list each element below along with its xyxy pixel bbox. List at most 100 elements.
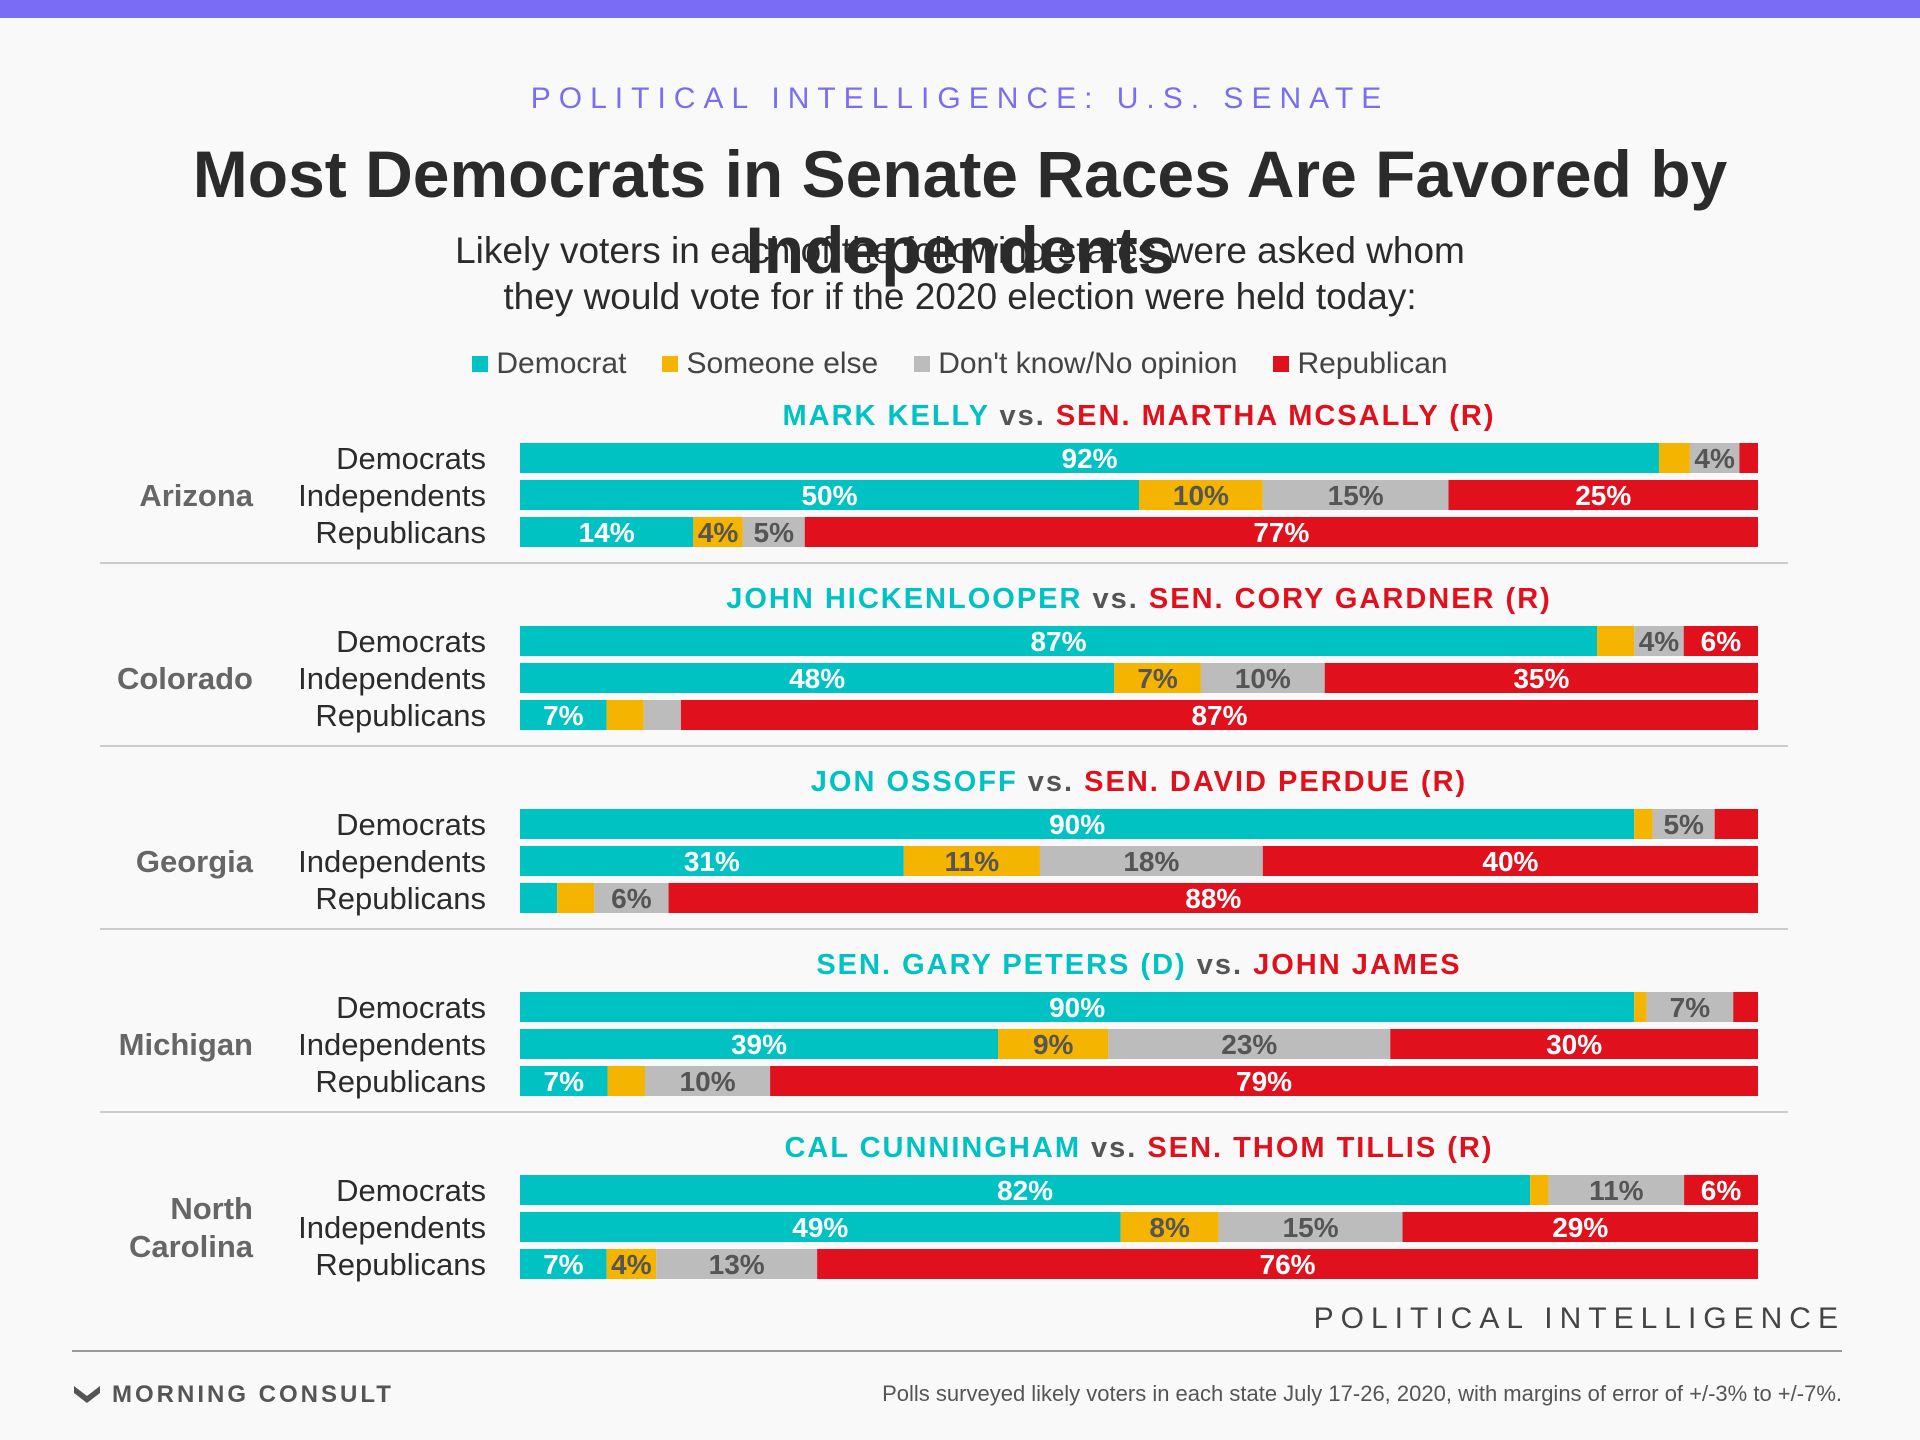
data-label-north-carolina-independents-3: 29% [1552, 1212, 1608, 1243]
bar-segment-arizona-republicans-2 [742, 517, 805, 547]
bar-segment-north-carolina-independents-2 [1218, 1212, 1403, 1242]
group-label-independents: Independents [298, 844, 486, 879]
bar-segment-north-carolina-republicans-0 [520, 1249, 607, 1279]
legend: Democrat Someone else Don't know/No opin… [0, 344, 1920, 384]
data-label-georgia-independents-3: 40% [1482, 846, 1538, 877]
bar-segment-michigan-independents-1 [998, 1029, 1109, 1059]
group-label-democrats: Democrats [336, 807, 486, 842]
bar-segment-georgia-republicans-0 [520, 883, 558, 913]
data-label-arizona-democrats-0: 92% [1061, 443, 1117, 474]
bar-segment-colorado-democrats-0 [520, 626, 1598, 656]
bar-segment-arizona-democrats-0 [520, 443, 1659, 473]
data-label-georgia-democrats-0: 90% [1049, 809, 1105, 840]
state-label-georgia: Georgia [136, 844, 254, 879]
bar-segment-georgia-republicans-2 [594, 883, 669, 913]
legend-item-republican: Republican [1273, 344, 1448, 384]
versus-label: vs. [1018, 766, 1084, 798]
data-label-colorado-democrats-3: 6% [1701, 626, 1742, 657]
group-label-democrats: Democrats [336, 990, 486, 1025]
matchup-header-michigan: SEN. GARY PETERS (D) vs. JOHN JAMES [816, 949, 1461, 981]
morning-consult-chevron-icon [74, 1386, 100, 1403]
footer-divider [72, 1350, 1842, 1352]
data-label-michigan-democrats-0: 90% [1049, 992, 1105, 1023]
legend-label-someone-else: Someone else [686, 347, 879, 380]
legend-swatch-dont-know [914, 356, 931, 372]
bar-segment-michigan-democrats-3 [1733, 992, 1758, 1022]
democrat-candidate: JON OSSOFF [811, 766, 1018, 798]
data-label-arizona-republicans-1: 4% [698, 517, 739, 548]
data-label-michigan-democrats-2: 7% [1670, 992, 1711, 1023]
data-label-colorado-independents-3: 35% [1513, 663, 1569, 694]
bar-segment-arizona-republicans-0 [520, 517, 694, 547]
bar-segment-michigan-democrats-1 [1634, 992, 1647, 1022]
bar-segment-arizona-democrats-2 [1689, 443, 1740, 473]
data-label-michigan-independents-2: 23% [1221, 1029, 1277, 1060]
group-label-republicans: Republicans [315, 515, 486, 550]
bar-segment-colorado-republicans-1 [606, 700, 644, 730]
data-label-arizona-independents-1: 10% [1173, 480, 1229, 511]
state-label-colorado: Colorado [117, 661, 253, 696]
bar-segment-north-carolina-republicans-1 [606, 1249, 657, 1279]
bar-segment-michigan-independents-2 [1108, 1029, 1391, 1059]
bar-segment-arizona-independents-2 [1262, 480, 1449, 510]
bar-segment-north-carolina-democrats-0 [520, 1175, 1531, 1205]
bar-segment-michigan-republicans-3 [770, 1066, 1758, 1096]
bar-segment-georgia-democrats-0 [520, 809, 1635, 839]
bar-segment-north-carolina-independents-1 [1120, 1212, 1219, 1242]
group-label-republicans: Republicans [315, 881, 486, 916]
state-label-north-carolina: Carolina [129, 1229, 254, 1264]
bar-segment-arizona-democrats-3 [1739, 443, 1758, 473]
group-label-democrats: Democrats [336, 441, 486, 476]
matchup-header-north-carolina: CAL CUNNINGHAM vs. SEN. THOM TILLIS (R) [784, 1132, 1493, 1164]
data-label-north-carolina-republicans-3: 76% [1260, 1249, 1316, 1280]
data-label-michigan-republicans-3: 79% [1236, 1066, 1292, 1097]
data-label-north-carolina-independents-2: 15% [1283, 1212, 1339, 1243]
group-label-independents: Independents [298, 661, 486, 696]
data-label-north-carolina-republicans-0: 7% [543, 1249, 584, 1280]
bar-segment-georgia-democrats-1 [1634, 809, 1653, 839]
data-label-colorado-independents-2: 10% [1235, 663, 1291, 694]
versus-label: vs. [989, 400, 1055, 432]
state-label-michigan: Michigan [119, 1027, 253, 1062]
bar-segment-georgia-democrats-2 [1652, 809, 1715, 839]
data-label-north-carolina-independents-0: 49% [792, 1212, 848, 1243]
group-label-democrats: Democrats [336, 1173, 486, 1208]
data-label-michigan-independents-3: 30% [1546, 1029, 1602, 1060]
bar-segment-georgia-republicans-1 [557, 883, 595, 913]
group-label-independents: Independents [298, 1210, 486, 1245]
data-label-arizona-republicans-3: 77% [1253, 517, 1309, 548]
bar-segment-michigan-democrats-2 [1646, 992, 1734, 1022]
bar-segment-georgia-independents-0 [520, 846, 904, 876]
bar-segment-arizona-republicans-3 [804, 517, 1758, 547]
bar-segment-colorado-republicans-2 [643, 700, 681, 730]
bar-segment-north-carolina-republicans-2 [656, 1249, 818, 1279]
bar-segment-georgia-independents-2 [1039, 846, 1263, 876]
footer-brand: POLITICAL INTELLIGENCE [1313, 1302, 1845, 1335]
republican-candidate: SEN. CORY GARDNER (R) [1149, 583, 1552, 615]
bar-segment-colorado-democrats-1 [1597, 626, 1635, 656]
bar-segment-michigan-republicans-2 [645, 1066, 771, 1096]
bar-segment-north-carolina-independents-0 [520, 1212, 1121, 1242]
democrat-candidate: SEN. GARY PETERS (D) [816, 949, 1186, 981]
bar-segment-michigan-democrats-0 [520, 992, 1635, 1022]
versus-label: vs. [1082, 583, 1148, 615]
data-label-north-carolina-democrats-2: 11% [1589, 1175, 1644, 1206]
data-label-colorado-republicans-0: 7% [543, 700, 584, 731]
morning-consult-logo[interactable]: MORNING CONSULT [72, 1378, 394, 1412]
data-label-north-carolina-democrats-0: 82% [997, 1175, 1053, 1206]
data-label-georgia-democrats-2: 5% [1663, 809, 1704, 840]
bar-segment-arizona-independents-0 [520, 480, 1139, 510]
bar-segment-north-carolina-independents-3 [1402, 1212, 1758, 1242]
data-label-georgia-republicans-2: 6% [611, 883, 652, 914]
state-label-north-carolina: North [170, 1191, 253, 1226]
bar-segment-arizona-independents-3 [1448, 480, 1758, 510]
data-label-michigan-republicans-0: 7% [544, 1066, 585, 1097]
republican-candidate: JOHN JAMES [1253, 949, 1462, 981]
stacked-bar-chart: MARK KELLY vs. SEN. MARTHA MCSALLY (R) Ar… [100, 400, 1788, 1282]
matchup-header-georgia: JON OSSOFF vs. SEN. DAVID PERDUE (R) [811, 766, 1467, 798]
legend-swatch-someone-else [662, 356, 679, 372]
data-label-georgia-independents-1: 11% [945, 846, 1000, 877]
group-label-republicans: Republicans [315, 1064, 486, 1099]
legend-item-someone-else: Someone else [662, 344, 878, 384]
bar-segment-arizona-republicans-1 [693, 517, 743, 547]
